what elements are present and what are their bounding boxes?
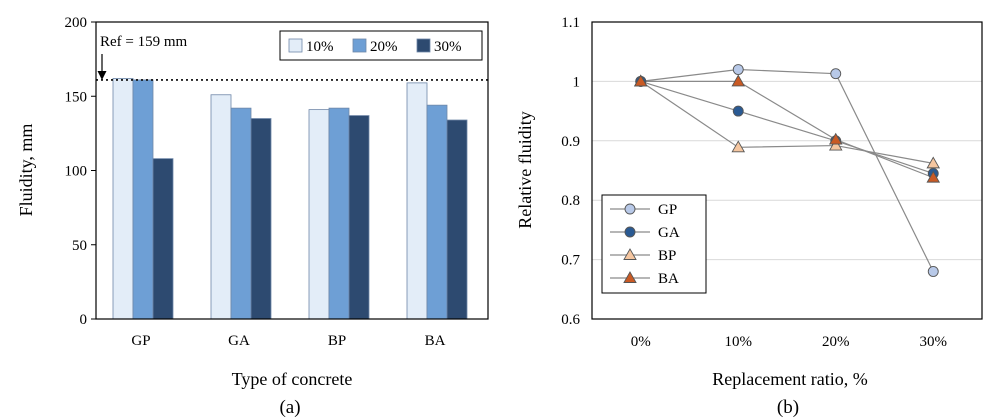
legend-swatch: [288, 38, 303, 53]
bar-ga-30pct: [250, 118, 272, 320]
point-bp: [828, 138, 843, 151]
point-bp: [926, 156, 941, 169]
point-ba: [731, 74, 746, 87]
point-ga: [732, 105, 744, 117]
x-axis-ticks: 0% 10% 20% 30%: [631, 334, 947, 350]
bar-ba-30pct: [446, 119, 468, 320]
series-markers: [633, 64, 941, 277]
bar-gp-20pct: [132, 79, 154, 320]
y-tick-label: 1.1: [561, 15, 580, 31]
legend: 10% 20% 30%: [279, 30, 483, 61]
x-axis-title: Type of concrete: [232, 369, 353, 389]
x-axis-ticks: GP GA BP BA: [131, 333, 445, 349]
legend-marker: [623, 248, 637, 260]
bar-ba-10pct: [406, 82, 428, 320]
y-axis-title: Relative fluidity: [515, 111, 535, 228]
y-axis-title: Fluidity, mm: [16, 124, 36, 217]
y-tick-label: 150: [65, 89, 88, 105]
plot-frame: [591, 21, 983, 320]
point-gp: [830, 68, 842, 80]
line-gp: [640, 68, 934, 272]
legend-label: GA: [658, 225, 680, 241]
x-tick-label: 30%: [920, 334, 948, 350]
legend-label: 20%: [370, 39, 398, 55]
relative-fluidity-line-chart: 0.6 0.7 0.8 0.9 1 1.1 0% 10% 20% 30% GP GA BP BA Re…: [515, 15, 983, 418]
caption-b: (b): [777, 397, 799, 418]
point-ba: [828, 132, 843, 145]
line-bp: [640, 80, 934, 164]
bar-ga-20pct: [230, 107, 252, 320]
x-tick-label: BP: [328, 333, 346, 349]
bar-gp-10pct: [112, 78, 134, 320]
x-tick-label: GP: [131, 333, 150, 349]
legend-marker: [624, 203, 636, 215]
legend-label: 10%: [306, 39, 334, 55]
point-ba: [633, 74, 648, 87]
series-lines: [640, 68, 934, 272]
fluidity-bar-chart: 0 50 100 150 200 Ref = 159 mm GP GA BP BA 10% 20…: [16, 15, 489, 418]
y-tick-label: 0: [80, 312, 88, 328]
legend-marker: [623, 271, 637, 283]
bar-bp-30pct: [348, 115, 370, 320]
bar-bp-10pct: [308, 109, 330, 320]
y-tick-label: 200: [65, 15, 88, 31]
legend-swatch: [352, 38, 367, 53]
bar-bp-20pct: [328, 107, 350, 320]
legend-box: [601, 194, 707, 294]
y-tick-label: 0.6: [561, 312, 580, 328]
y-tick-label: 1: [573, 74, 581, 90]
y-tick-label: 100: [65, 164, 88, 180]
reference-label: Ref = 159 mm: [100, 34, 188, 50]
line-ba: [640, 80, 934, 179]
legend-label: GP: [658, 202, 677, 218]
point-ba: [926, 170, 941, 183]
y-tick-label: 50: [72, 238, 87, 254]
x-tick-label: BA: [425, 333, 446, 349]
x-tick-label: 0%: [631, 334, 651, 350]
reference-arrow: [97, 54, 107, 80]
y-tick-label: 0.9: [561, 134, 580, 150]
legend-marker: [624, 226, 636, 238]
legend-box: [279, 30, 483, 61]
bar-ga-10pct: [210, 94, 232, 320]
x-tick-label: 20%: [822, 334, 850, 350]
legend-label: BP: [658, 248, 676, 264]
legend-label: 30%: [434, 39, 462, 55]
legend: GP GA BP BA: [601, 194, 707, 294]
x-tick-label: 10%: [725, 334, 753, 350]
line-ga: [640, 80, 934, 175]
point-gp: [927, 266, 939, 277]
bars: [112, 78, 468, 320]
y-axis-ticks: 0.6 0.7 0.8 0.9 1 1.1: [561, 15, 580, 328]
point-gp: [732, 64, 744, 75]
y-tick-label: 0.8: [561, 193, 580, 209]
x-tick-label: GA: [228, 333, 250, 349]
bar-ba-20pct: [426, 104, 448, 320]
plot-frame: [95, 21, 489, 320]
y-tick-label: 0.7: [561, 253, 580, 269]
legend-swatch: [416, 38, 431, 53]
point-bp: [731, 140, 746, 153]
legend-label: BA: [658, 271, 679, 287]
x-axis-title: Replacement ratio, %: [712, 369, 867, 389]
bar-gp-30pct: [152, 158, 174, 320]
caption-a: (a): [279, 397, 300, 418]
y-axis-ticks: 0 50 100 150 200: [65, 15, 96, 328]
